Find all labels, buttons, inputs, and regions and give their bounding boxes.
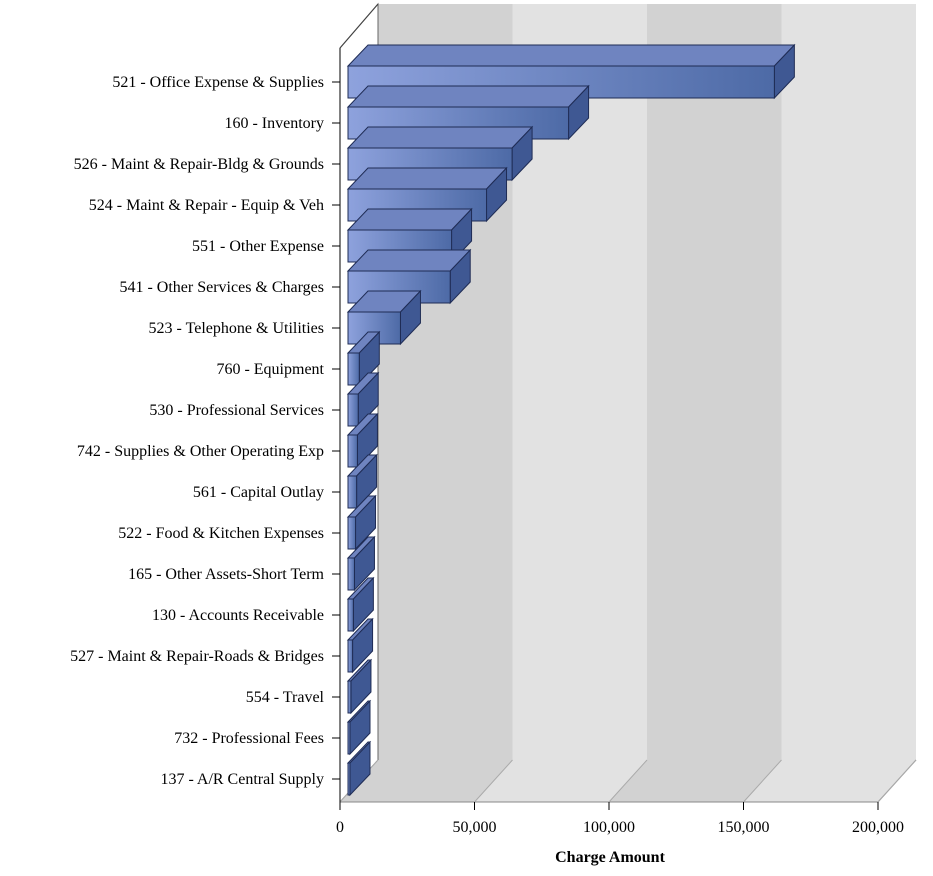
category-label: 526 - Maint & Repair-Bldg & Grounds: [74, 156, 324, 173]
category-label: 165 - Other Assets-Short Term: [128, 566, 324, 583]
x-tick-label: 50,000: [453, 819, 497, 836]
bar-top-face: [346, 167, 508, 190]
category-label: 541 - Other Services & Charges: [119, 279, 324, 296]
bar-front-face: [347, 557, 355, 591]
bar-front-face: [347, 721, 351, 755]
category-label: 760 - Equipment: [216, 361, 324, 378]
category-label: 523 - Telephone & Utilities: [149, 320, 324, 337]
bar: [346, 699, 372, 756]
category-label: 561 - Capital Outlay: [193, 484, 324, 501]
bar-front-face: [347, 475, 358, 509]
category-label: 160 - Inventory: [224, 115, 324, 132]
bar-front-face: [347, 393, 359, 427]
bar-top-face: [346, 126, 534, 149]
bar: [346, 740, 372, 797]
category-label: 524 - Maint & Repair - Equip & Veh: [89, 197, 324, 214]
category-label: 521 - Office Expense & Supplies: [112, 74, 324, 91]
bar-top-face: [346, 44, 796, 67]
bar: [346, 494, 377, 551]
bar: [346, 207, 473, 264]
wall-edge: [339, 3, 379, 49]
floor-band: [609, 760, 782, 802]
bar-front-face: [347, 598, 354, 632]
floor-grid-line: [877, 759, 917, 803]
category-label: 527 - Maint & Repair-Roads & Bridges: [70, 648, 324, 665]
x-tick-label: 100,000: [583, 819, 635, 836]
category-label: 522 - Food & Kitchen Expenses: [118, 525, 324, 542]
bar: [346, 617, 374, 674]
bar-front-face: [347, 762, 351, 796]
bar: [346, 371, 380, 428]
x-tick-label: 150,000: [718, 819, 770, 836]
bar: [346, 330, 381, 387]
wall-band: [647, 4, 782, 760]
x-tick-label: 0: [336, 819, 344, 836]
bar: [346, 535, 376, 592]
bar: [346, 412, 379, 469]
category-label: 551 - Other Expense: [192, 238, 324, 255]
floor-grid-line: [474, 759, 513, 803]
bar-top-face: [346, 208, 473, 231]
bar: [346, 658, 373, 715]
x-axis-title: Charge Amount: [555, 849, 665, 866]
wall-band: [781, 4, 916, 760]
x-tick-label: 200,000: [852, 819, 904, 836]
bar-front-face: [347, 516, 357, 550]
category-labels: 521 - Office Expense & Supplies 160 - Inv…: [70, 74, 340, 788]
floor-grid-line: [608, 759, 648, 803]
floor-band: [743, 760, 916, 802]
category-label: 530 - Professional Services: [149, 402, 324, 419]
floor-grid-line: [743, 759, 782, 803]
bar-top-face: [346, 85, 590, 108]
category-label: 732 - Professional Fees: [174, 730, 324, 747]
bar-front-face: [347, 680, 352, 714]
category-label: 137 - A/R Central Supply: [160, 771, 324, 788]
category-label: 554 - Travel: [246, 689, 325, 706]
category-label: 742 - Supplies & Other Operating Exp: [77, 443, 324, 460]
floor-band: [340, 760, 513, 802]
floor-band: [474, 760, 647, 802]
bar: [346, 453, 378, 510]
bars-group: [346, 43, 796, 797]
bar-front-face: [347, 434, 358, 468]
bar-front-face: [347, 639, 354, 673]
bar: [346, 576, 375, 633]
category-label: 130 - Accounts Receivable: [152, 607, 324, 624]
bar-top-face: [346, 249, 472, 272]
x-axis: 0 50,000 100,000 150,000 200,000: [336, 48, 904, 836]
bar-front-face: [347, 352, 360, 386]
